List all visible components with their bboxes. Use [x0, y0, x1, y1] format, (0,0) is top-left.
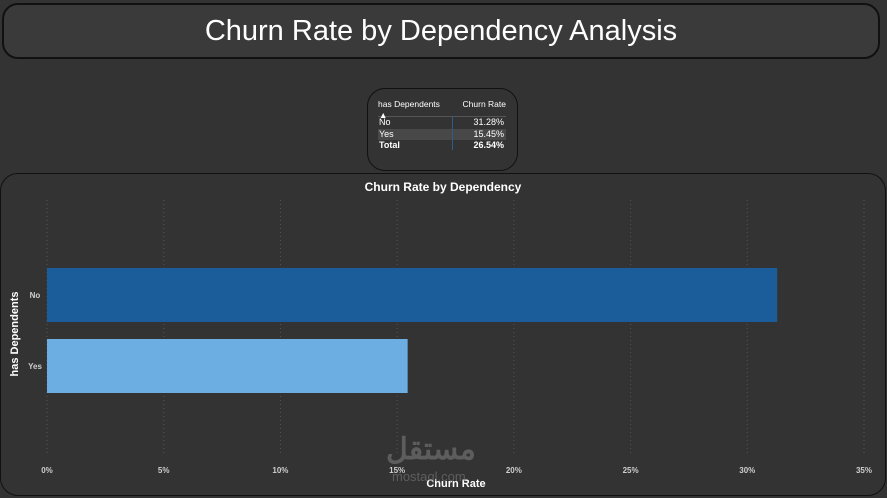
report-title-card: Churn Rate by Dependency Analysis [2, 3, 880, 59]
chart-title: Churn Rate by Dependency [364, 180, 522, 194]
total-value: 26.54% [473, 140, 504, 150]
table-row: Yes 15.45% [378, 128, 506, 140]
x-tick-label: 30% [739, 466, 755, 475]
total-label: Total [379, 140, 400, 150]
table-row: No 31.28% [378, 117, 506, 129]
column-divider [452, 116, 453, 150]
x-tick-label: 10% [272, 466, 288, 475]
x-axis-label: Churn Rate [426, 478, 485, 490]
column-header-churn-rate[interactable]: Churn Rate [462, 99, 506, 109]
x-tick-label: 15% [389, 466, 405, 475]
y-tick-label: No [30, 291, 41, 300]
churn-table: has Dependents Churn Rate ▲ No 31.28% Ye… [378, 99, 506, 152]
x-tick-label: 5% [158, 466, 170, 475]
x-tick-label: 35% [856, 466, 872, 475]
x-tick-label: 25% [623, 466, 639, 475]
y-tick-label: Yes [28, 362, 42, 371]
churn-table-visual[interactable]: has Dependents Churn Rate ▲ No 31.28% Ye… [367, 88, 518, 171]
bar-no[interactable] [47, 268, 778, 322]
row-label: Yes [379, 128, 394, 139]
row-label: No [379, 117, 391, 127]
row-value: 15.45% [473, 128, 504, 139]
table-header: has Dependents Churn Rate ▲ [378, 99, 506, 120]
bar-chart-visual[interactable] [0, 173, 886, 496]
row-value: 31.28% [473, 117, 504, 127]
watermark-url: mostaql.com [392, 469, 466, 484]
x-tick-label: 20% [506, 466, 522, 475]
bar-yes[interactable] [47, 339, 408, 393]
column-header-has-dependents[interactable]: has Dependents [378, 99, 440, 109]
x-tick-label: 0% [41, 466, 53, 475]
table-total-row: Total 26.54% [378, 140, 506, 152]
y-axis-label: has Dependents [9, 292, 21, 377]
page-title: Churn Rate by Dependency Analysis [204, 14, 678, 47]
sort-ascending-icon[interactable]: ▲ [379, 110, 388, 120]
watermark-logo: مستقل [386, 433, 476, 466]
